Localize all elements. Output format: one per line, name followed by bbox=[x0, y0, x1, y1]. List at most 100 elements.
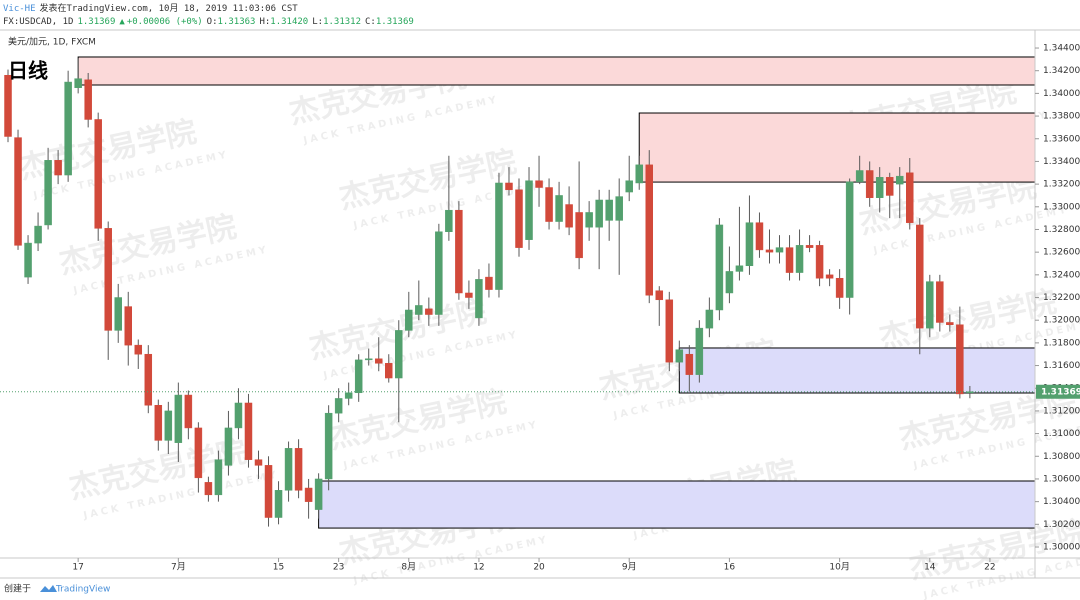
last-price-box bbox=[1036, 384, 1080, 399]
candle-body bbox=[234, 402, 243, 429]
last-price: 1.31369 bbox=[77, 17, 115, 27]
candle-body bbox=[885, 177, 894, 196]
candle-body bbox=[605, 199, 613, 221]
candle-body bbox=[435, 231, 443, 315]
plot-area bbox=[0, 56, 1036, 529]
candle-body bbox=[405, 309, 413, 331]
candle-body bbox=[645, 164, 654, 296]
candle-body bbox=[264, 465, 273, 518]
y-tick-label: 1.31000 bbox=[1043, 429, 1080, 439]
candle-body bbox=[855, 170, 864, 183]
candle-body bbox=[385, 363, 393, 379]
candle-body bbox=[555, 195, 563, 222]
candle-body bbox=[575, 212, 583, 259]
h-label: H: bbox=[259, 17, 270, 27]
candle-body bbox=[825, 274, 834, 279]
candle-body bbox=[374, 358, 383, 364]
chart-title: 日线 bbox=[8, 59, 48, 83]
candle-body bbox=[725, 271, 734, 294]
x-tick-label: 22 bbox=[984, 563, 995, 573]
candle-body bbox=[124, 306, 132, 346]
candle-body bbox=[956, 324, 964, 395]
candle-body bbox=[344, 392, 353, 399]
candle-body bbox=[705, 309, 714, 329]
candle-body bbox=[164, 410, 173, 441]
x-tick-label: 7月 bbox=[171, 562, 186, 573]
y-tick-label: 1.34200 bbox=[1043, 66, 1080, 76]
candle-body bbox=[735, 265, 744, 272]
y-tick-label: 1.34000 bbox=[1043, 89, 1080, 99]
candle-body bbox=[114, 297, 122, 331]
candle-body bbox=[685, 353, 694, 375]
candle-body bbox=[675, 349, 684, 363]
brand[interactable]: TradingView bbox=[55, 585, 110, 595]
x-tick-label: 10月 bbox=[829, 562, 849, 573]
y-tick-label: 1.32400 bbox=[1043, 270, 1080, 280]
candle-body bbox=[525, 180, 533, 240]
candle-body bbox=[445, 209, 453, 232]
candle-body bbox=[184, 394, 193, 429]
candle-body bbox=[395, 330, 403, 379]
candle-body bbox=[465, 292, 473, 298]
candle-body bbox=[284, 448, 293, 491]
y-tick-label: 1.30400 bbox=[1043, 497, 1080, 507]
x-tick-label: 16 bbox=[724, 563, 736, 573]
y-tick-label: 1.33200 bbox=[1043, 180, 1080, 190]
y-tick-label: 1.33400 bbox=[1043, 157, 1080, 167]
x-tick-label: 15 bbox=[273, 563, 284, 573]
candle-body bbox=[174, 394, 183, 443]
candle-body bbox=[795, 245, 804, 273]
candle-body bbox=[304, 487, 313, 502]
o-label: O: bbox=[207, 17, 218, 27]
c-value: 1.31369 bbox=[376, 17, 414, 27]
o-value: 1.31363 bbox=[218, 17, 256, 27]
candle-body bbox=[865, 170, 874, 198]
candle-body bbox=[495, 182, 503, 290]
candle-body bbox=[535, 180, 543, 188]
candle-body bbox=[364, 358, 373, 361]
y-tick-label: 1.32000 bbox=[1043, 316, 1080, 326]
candle-body bbox=[4, 74, 12, 137]
candle-body bbox=[354, 359, 363, 394]
y-tick-label: 1.30600 bbox=[1043, 474, 1080, 484]
candle-body bbox=[695, 327, 704, 375]
candle-body bbox=[895, 175, 904, 185]
y-tick-label: 1.31800 bbox=[1043, 338, 1080, 348]
x-tick-label: 12 bbox=[473, 563, 484, 573]
header-line-1: Vic-HE 发表在TradingView.com, 10月 18, 2019 1… bbox=[3, 2, 298, 14]
candle-body bbox=[94, 119, 102, 229]
candle-body bbox=[775, 247, 784, 253]
candle-body bbox=[655, 290, 664, 301]
candle-body bbox=[415, 305, 423, 315]
y-tick-label: 1.32200 bbox=[1043, 293, 1080, 303]
candle-body bbox=[715, 224, 724, 311]
candle-body bbox=[745, 222, 754, 267]
l-label: L: bbox=[312, 17, 323, 27]
candle-body bbox=[485, 276, 493, 290]
header-line-2: FX:USDCAD, 1D 1.31369 ▲ +0.00006 (+0%) O:1.3… bbox=[3, 17, 414, 27]
published: 发表在TradingView.com, 10月 18, 2019 11:03:0… bbox=[40, 2, 299, 14]
candle-body bbox=[505, 182, 513, 191]
candle-body bbox=[475, 279, 483, 319]
change: +0.00006 (+0%) bbox=[127, 17, 203, 27]
y-tick-label: 1.30000 bbox=[1043, 543, 1080, 553]
candle-body bbox=[635, 164, 643, 184]
candle-body bbox=[84, 79, 92, 120]
y-tick-label: 1.33800 bbox=[1043, 112, 1080, 122]
author[interactable]: Vic-HE bbox=[3, 4, 36, 14]
candle-body bbox=[144, 353, 153, 406]
symbol: FX:USDCAD, 1D bbox=[3, 17, 73, 27]
candle-body bbox=[334, 398, 343, 414]
zone bbox=[77, 56, 1036, 86]
candle-body bbox=[324, 412, 333, 480]
l-value: 1.31312 bbox=[323, 17, 361, 27]
y-tick-label: 1.33000 bbox=[1043, 202, 1080, 212]
candle-body bbox=[545, 187, 553, 222]
x-tick-label: 20 bbox=[533, 563, 545, 573]
candle-body bbox=[565, 204, 573, 228]
candle-body bbox=[74, 78, 82, 88]
candle-body bbox=[805, 245, 814, 248]
candle-body bbox=[755, 222, 764, 251]
candle-body bbox=[835, 277, 844, 298]
x-tick-label: 17 bbox=[72, 563, 83, 573]
